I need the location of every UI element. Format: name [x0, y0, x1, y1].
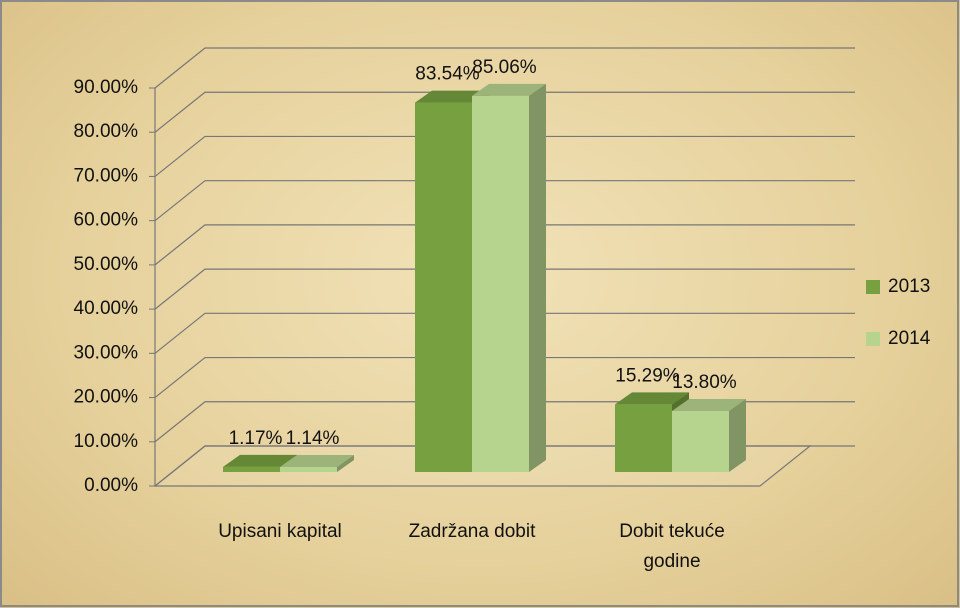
- x-tick-label: Zadržana dobit: [408, 521, 536, 542]
- y-tick-label: 30.00%: [74, 342, 139, 363]
- value-label: 1.14%: [286, 428, 340, 449]
- grid-line: [154, 268, 855, 310]
- y-tick-label: 60.00%: [74, 210, 139, 231]
- value-label: 85.06%: [472, 57, 537, 78]
- grid-line: [154, 312, 855, 354]
- bar: [615, 404, 672, 472]
- bar: [280, 466, 337, 472]
- bar-side: [729, 398, 746, 472]
- x-tick-label: Upisani kapital: [218, 521, 342, 542]
- legend-swatch: [866, 332, 880, 346]
- bar-top: [615, 392, 689, 405]
- y-tick-label: 40.00%: [74, 298, 139, 319]
- grid-line: [154, 47, 855, 89]
- grid-line: [154, 224, 855, 266]
- bar-top: [672, 398, 746, 411]
- bar: [415, 102, 472, 472]
- value-label: 13.80%: [672, 372, 737, 393]
- y-tick-label: 90.00%: [74, 77, 139, 98]
- grid-line: [154, 135, 855, 177]
- legend-swatch: [866, 280, 880, 294]
- grid-line: [154, 356, 855, 399]
- y-tick-label: 0.00%: [84, 475, 138, 496]
- y-tick-label: 20.00%: [74, 387, 139, 408]
- bar-top: [223, 454, 297, 467]
- y-tick-label: 80.00%: [74, 121, 139, 142]
- grid-line: [154, 91, 855, 133]
- grid-line: [154, 180, 855, 222]
- bar: [472, 95, 529, 473]
- x-tick-label: Dobit tekuće godine: [619, 521, 725, 572]
- bar: [223, 466, 280, 472]
- bar-side: [529, 83, 546, 473]
- value-label: 15.29%: [615, 365, 680, 386]
- bar-side: [337, 454, 354, 472]
- bar-top: [415, 90, 489, 103]
- value-label: 1.17%: [229, 428, 283, 449]
- bar-top: [280, 454, 354, 467]
- legend-label: 2014: [888, 328, 931, 349]
- y-tick-label: 10.00%: [74, 431, 139, 452]
- y-tick-label: 50.00%: [74, 254, 139, 275]
- bar: [672, 410, 729, 472]
- legend-label: 2013: [888, 276, 930, 297]
- y-tick-label: 70.00%: [74, 165, 139, 186]
- bar-top: [472, 83, 546, 96]
- value-label: 83.54%: [415, 64, 480, 85]
